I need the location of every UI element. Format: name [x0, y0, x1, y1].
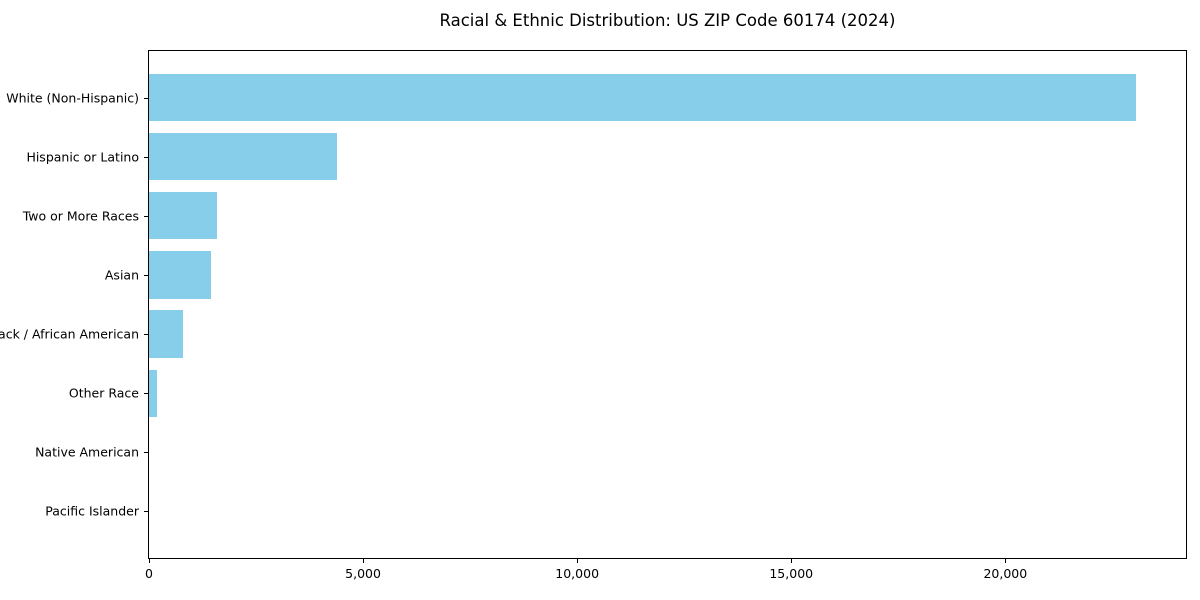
bar-asian — [149, 251, 211, 299]
y-axis-tick — [144, 511, 149, 513]
y-axis-tick — [144, 156, 149, 158]
y-axis-tick — [144, 334, 149, 336]
x-axis-tick — [1005, 558, 1007, 563]
y-axis-tick — [144, 393, 149, 395]
y-axis-tick — [144, 97, 149, 99]
x-axis-label-15000: 15,000 — [769, 566, 814, 581]
bar-two-or-more-races — [149, 192, 217, 240]
x-axis-label-5000: 5,000 — [345, 566, 381, 581]
y-axis-label-other-race: Other Race — [68, 385, 139, 401]
x-axis-tick — [791, 558, 793, 563]
y-axis-tick — [144, 215, 149, 217]
y-axis-tick — [144, 274, 149, 276]
x-axis-tick — [149, 558, 150, 563]
y-axis-label-asian: Asian — [104, 267, 139, 283]
y-axis-tick — [144, 452, 149, 454]
y-axis-label-black-african-american: Black / African American — [0, 326, 139, 342]
x-axis-label-10000: 10,000 — [555, 566, 600, 581]
y-axis-label-hispanic-or-latino: Hispanic or Latino — [26, 149, 139, 165]
x-axis-label-20000: 20,000 — [983, 566, 1028, 581]
bar-other-race — [149, 369, 157, 417]
plot-area: White (Non-Hispanic) Hispanic or Latino Tw… — [0, 50, 1187, 581]
chart-title: Racial & Ethnic Distribution: US ZIP Cod… — [439, 11, 896, 30]
bar-hispanic-or-latino — [149, 133, 337, 181]
x-axis-tick — [577, 558, 579, 563]
bar-white-non-hispanic — [149, 74, 1137, 122]
y-axis-label-white-non-hispanic: White (Non-Hispanic) — [6, 90, 139, 106]
bar-black-african-american — [149, 310, 184, 358]
x-axis-label-0: 0 — [145, 566, 153, 581]
y-axis-label-two-or-more-races: Two or More Races — [22, 208, 139, 224]
y-axis-label-pacific-islander: Pacific Islander — [45, 503, 139, 519]
y-axis-label-native-american: Native American — [35, 444, 139, 460]
x-axis-tick — [363, 558, 365, 563]
